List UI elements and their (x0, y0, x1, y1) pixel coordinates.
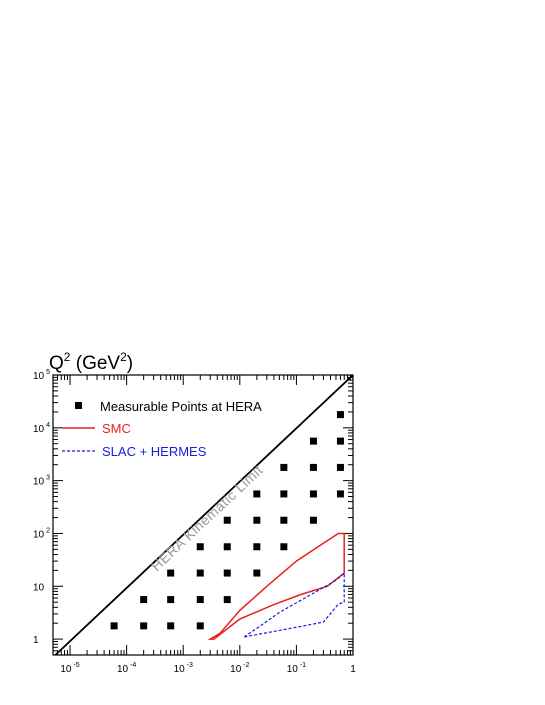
hera-point-marker (253, 569, 261, 577)
hera-point-marker (280, 516, 288, 524)
kinematic-limit-line (54, 375, 353, 655)
series-layer (110, 411, 345, 640)
hera-point-marker (223, 596, 231, 604)
x-tick-label: 10 -3 (174, 662, 193, 675)
hera-point-marker (167, 622, 175, 630)
hera-point-marker (167, 596, 175, 604)
y-tick-label: 10 4 (33, 422, 50, 435)
hera-point-marker (309, 437, 317, 445)
axis-ticks (52, 374, 354, 656)
hera-point-marker (196, 596, 204, 604)
hera-point-marker (196, 543, 204, 551)
x-tick-label: 10 -4 (117, 662, 136, 675)
smc-region (207, 532, 345, 640)
hera-point-marker (140, 622, 148, 630)
x-tick-label: 10 -1 (287, 662, 306, 675)
hera-point-marker (336, 490, 344, 498)
hera-point-marker (223, 543, 231, 551)
x-tick-labels: 10 -5 10 -4 10 -3 10 -2 10 -1 1 (60, 662, 356, 675)
legend-label-slac-hermes: SLAC + HERMES (102, 444, 207, 459)
plot-area (54, 375, 353, 655)
hera-point-marker (309, 490, 317, 498)
y-tick-label: 10 3 (33, 475, 50, 488)
hera-point-marker (280, 490, 288, 498)
y-tick-label: 10 2 (33, 527, 50, 540)
x-tick-label: 1 (350, 664, 356, 675)
slac-hermes-region (243, 571, 345, 638)
y-tick-label: 10 5 (33, 369, 50, 382)
legend: Measurable Points at HERA SMC SLAC + HER… (62, 399, 262, 459)
legend-label-smc: SMC (102, 421, 131, 436)
hera-point-marker (280, 543, 288, 551)
hera-point-marker (309, 463, 317, 471)
hera-point-marker (280, 463, 288, 471)
hera-point-marker (336, 463, 344, 471)
plot-frame (52, 374, 354, 656)
hera-point-marker (196, 622, 204, 630)
y-axis-label: Q2 (GeV2) (49, 350, 133, 374)
hera-point-marker (196, 569, 204, 577)
hera-point-marker (336, 437, 344, 445)
hera-point-marker (223, 569, 231, 577)
hera-point-marker (110, 622, 118, 630)
legend-marker-square (75, 402, 82, 409)
y-tick-label: 1 (33, 635, 39, 646)
legend-label-hera-points: Measurable Points at HERA (100, 399, 262, 414)
x-tick-label: 10 -5 (60, 662, 79, 675)
hera-point-marker (336, 411, 344, 419)
hera-point-marker (140, 596, 148, 604)
hera-point-marker (223, 516, 231, 524)
hera-point-marker (253, 516, 261, 524)
hera-point-marker (309, 516, 317, 524)
x-tick-label: 10 -2 (230, 662, 249, 675)
y-tick-labels: 1 10 10 2 10 3 10 4 10 5 (33, 369, 50, 646)
hera-point-marker (167, 569, 175, 577)
kinematic-limit-label: HERA Kinematic Limit (148, 462, 266, 574)
y-tick-label: 10 (33, 582, 45, 593)
hera-point-marker (253, 543, 261, 551)
hera-point-marker (253, 490, 261, 498)
